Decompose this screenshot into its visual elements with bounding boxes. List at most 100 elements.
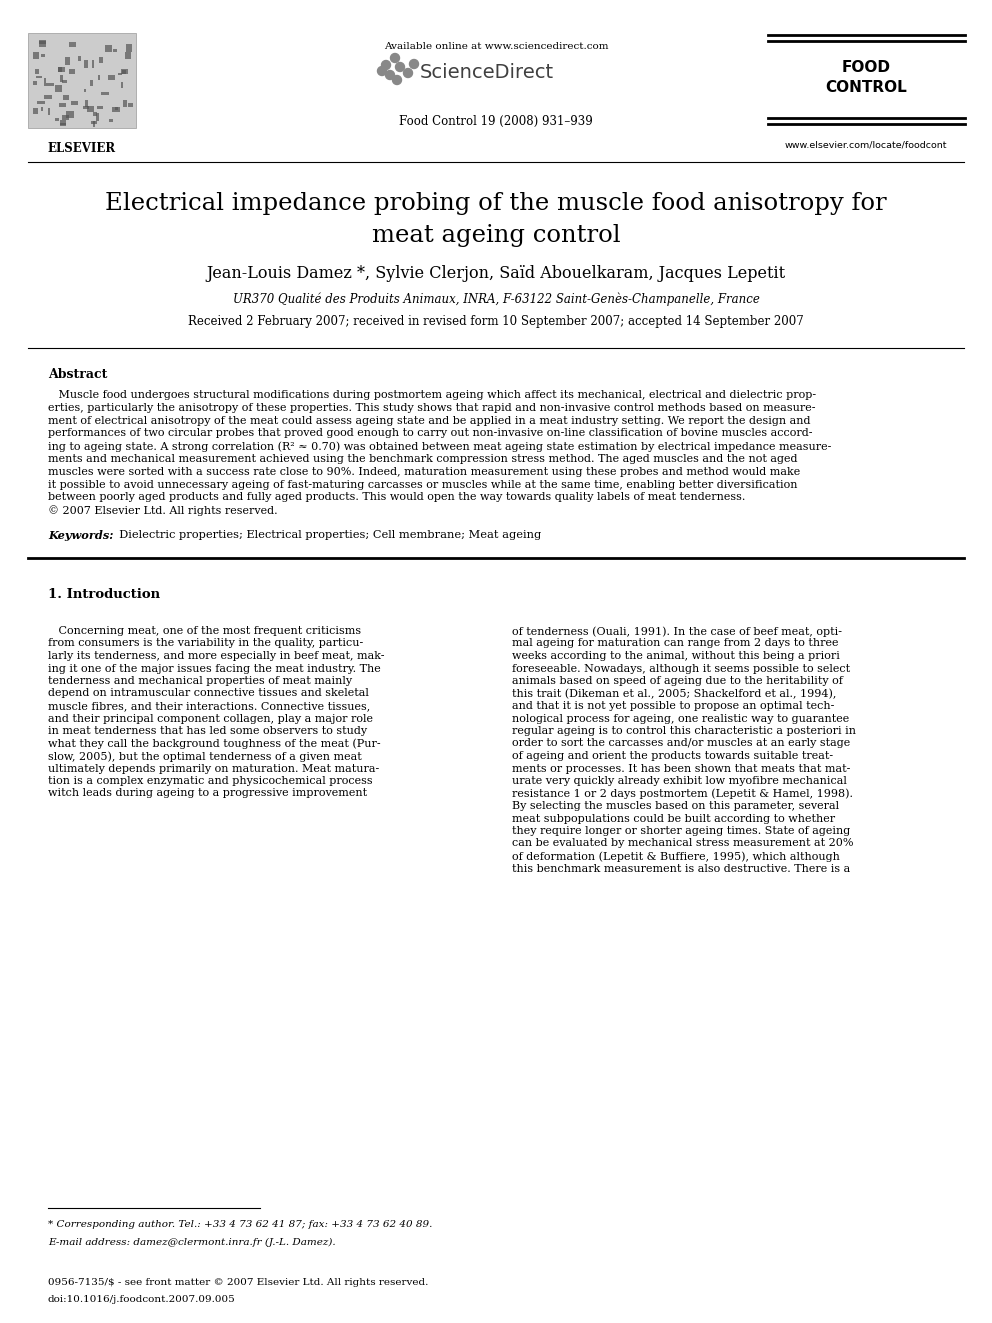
Text: muscles were sorted with a success rate close to 90%. Indeed, maturation measure: muscles were sorted with a success rate … xyxy=(48,467,801,476)
Text: www.elsevier.com/locate/foodcont: www.elsevier.com/locate/foodcont xyxy=(785,140,947,149)
Bar xyxy=(109,119,113,122)
Bar xyxy=(39,41,47,48)
Bar xyxy=(44,95,52,99)
Text: depend on intramuscular connective tissues and skeletal: depend on intramuscular connective tissu… xyxy=(48,688,369,699)
Text: and their principal component collagen, play a major role: and their principal component collagen, … xyxy=(48,713,373,724)
Text: 1. Introduction: 1. Introduction xyxy=(48,587,160,601)
Text: Keywords:: Keywords: xyxy=(48,531,113,541)
Text: of ageing and orient the products towards suitable treat-: of ageing and orient the products toward… xyxy=(512,751,833,761)
Bar xyxy=(66,111,73,118)
Bar xyxy=(40,41,46,44)
Circle shape xyxy=(382,61,391,70)
Text: this trait (Dikeman et al., 2005; Shackelford et al., 1994),: this trait (Dikeman et al., 2005; Shacke… xyxy=(512,688,836,699)
Text: meat subpopulations could be built according to whether: meat subpopulations could be built accor… xyxy=(512,814,835,823)
Bar xyxy=(41,54,45,57)
Bar xyxy=(121,82,123,87)
Bar xyxy=(47,83,55,86)
Bar xyxy=(35,69,39,74)
Bar xyxy=(61,120,66,124)
Bar xyxy=(83,106,89,108)
Text: © 2007 Elsevier Ltd. All rights reserved.: © 2007 Elsevier Ltd. All rights reserved… xyxy=(48,505,278,516)
Text: in meat tenderness that has led some observers to study: in meat tenderness that has led some obs… xyxy=(48,726,367,736)
Bar xyxy=(58,66,62,71)
Text: animals based on speed of ageing due to the heritability of: animals based on speed of ageing due to … xyxy=(512,676,843,687)
Text: from consumers is the variability in the quality, particu-: from consumers is the variability in the… xyxy=(48,639,363,648)
Bar xyxy=(97,106,103,108)
Circle shape xyxy=(396,62,405,71)
Bar xyxy=(59,103,66,107)
Bar xyxy=(118,73,122,75)
Bar xyxy=(61,123,65,126)
Text: Dielectric properties; Electrical properties; Cell membrane; Meat ageing: Dielectric properties; Electrical proper… xyxy=(112,531,542,540)
Bar xyxy=(48,107,50,115)
Circle shape xyxy=(404,69,413,78)
Bar xyxy=(58,66,64,71)
Bar xyxy=(37,101,45,105)
Bar xyxy=(63,94,69,101)
Bar xyxy=(125,52,131,60)
Circle shape xyxy=(386,70,395,79)
Text: muscle fibres, and their interactions. Connective tissues,: muscle fibres, and their interactions. C… xyxy=(48,701,370,710)
Bar xyxy=(33,81,37,85)
Text: Available online at www.sciencedirect.com: Available online at www.sciencedirect.co… xyxy=(384,42,608,52)
Bar xyxy=(55,119,59,122)
Text: it possible to avoid unnecessary ageing of fast-maturing carcasses or muscles wh: it possible to avoid unnecessary ageing … xyxy=(48,480,798,490)
Text: Concerning meat, one of the most frequent criticisms: Concerning meat, one of the most frequen… xyxy=(48,626,361,636)
Bar xyxy=(68,69,74,74)
Text: slow, 2005), but the optimal tenderness of a given meat: slow, 2005), but the optimal tenderness … xyxy=(48,751,362,762)
Bar xyxy=(62,115,68,119)
Text: of tenderness (Ouali, 1991). In the case of beef meat, opti-: of tenderness (Ouali, 1991). In the case… xyxy=(512,626,842,636)
Text: mal ageing for maturation can range from 2 days to three: mal ageing for maturation can range from… xyxy=(512,639,838,648)
Text: erties, particularly the anisotropy of these properties. This study shows that r: erties, particularly the anisotropy of t… xyxy=(48,402,815,413)
Text: E-mail address: damez@clermont.inra.fr (J.-L. Damez).: E-mail address: damez@clermont.inra.fr (… xyxy=(48,1238,335,1248)
Bar xyxy=(113,49,117,52)
Text: can be evaluated by mechanical stress measurement at 20%: can be evaluated by mechanical stress me… xyxy=(512,839,853,848)
Text: FOOD
CONTROL: FOOD CONTROL xyxy=(825,60,907,95)
Text: tion is a complex enzymatic and physicochemical process: tion is a complex enzymatic and physicoc… xyxy=(48,777,373,786)
Bar xyxy=(84,89,86,91)
Text: foreseeable. Nowadays, although it seems possible to select: foreseeable. Nowadays, although it seems… xyxy=(512,664,850,673)
Text: order to sort the carcasses and/or muscles at an early stage: order to sort the carcasses and/or muscl… xyxy=(512,738,850,749)
Bar xyxy=(99,57,102,64)
Text: ing it one of the major issues facing the meat industry. The: ing it one of the major issues facing th… xyxy=(48,664,381,673)
Text: witch leads during ageing to a progressive improvement: witch leads during ageing to a progressi… xyxy=(48,789,367,799)
Bar xyxy=(101,93,109,95)
Text: ing to ageing state. A strong correlation (R² ≈ 0.70) was obtained between meat : ing to ageing state. A strong correlatio… xyxy=(48,441,831,451)
Bar xyxy=(28,33,136,128)
Text: doi:10.1016/j.foodcont.2007.09.005: doi:10.1016/j.foodcont.2007.09.005 xyxy=(48,1295,236,1304)
Bar xyxy=(41,107,43,111)
Text: regular ageing is to control this characteristic a posteriori in: regular ageing is to control this charac… xyxy=(512,726,856,736)
Text: nological process for ageing, one realistic way to guarantee: nological process for ageing, one realis… xyxy=(512,713,849,724)
Bar xyxy=(122,70,126,74)
Bar xyxy=(64,57,70,65)
Text: this benchmark measurement is also destructive. There is a: this benchmark measurement is also destr… xyxy=(512,864,850,873)
Text: Received 2 February 2007; received in revised form 10 September 2007; accepted 1: Received 2 February 2007; received in re… xyxy=(188,315,804,328)
Bar xyxy=(36,75,42,78)
Bar xyxy=(84,61,88,69)
Text: performances of two circular probes that proved good enough to carry out non-inv: performances of two circular probes that… xyxy=(48,429,812,438)
Text: ultimately depends primarily on maturation. Meat matura-: ultimately depends primarily on maturati… xyxy=(48,763,379,774)
Text: larly its tenderness, and more especially in beef meat, mak-: larly its tenderness, and more especiall… xyxy=(48,651,385,662)
Bar xyxy=(69,41,75,48)
Text: UR370 Qualité des Produits Animaux, INRA, F-63122 Saint-Genès-Champanelle, Franc: UR370 Qualité des Produits Animaux, INRA… xyxy=(232,292,760,306)
Bar xyxy=(91,120,97,124)
Text: between poorly aged products and fully aged products. This would open the way to: between poorly aged products and fully a… xyxy=(48,492,745,503)
Text: of deformation (Lepetit & Buffiere, 1995), which although: of deformation (Lepetit & Buffiere, 1995… xyxy=(512,851,840,861)
Bar xyxy=(92,122,95,127)
Text: Muscle food undergoes structural modifications during postmortem ageing which af: Muscle food undergoes structural modific… xyxy=(48,390,816,400)
Bar xyxy=(96,114,99,120)
Bar xyxy=(77,56,80,61)
Bar xyxy=(123,101,127,107)
Text: * Corresponding author. Tel.: +33 4 73 62 41 87; fax: +33 4 73 62 40 89.: * Corresponding author. Tel.: +33 4 73 6… xyxy=(48,1220,433,1229)
Bar xyxy=(112,107,120,112)
Circle shape xyxy=(378,66,387,75)
Bar xyxy=(62,79,67,83)
Circle shape xyxy=(391,53,400,62)
Circle shape xyxy=(393,75,402,85)
Text: 0956-7135/$ - see front matter © 2007 Elsevier Ltd. All rights reserved.: 0956-7135/$ - see front matter © 2007 El… xyxy=(48,1278,429,1287)
Bar xyxy=(92,60,94,67)
Text: ments and mechanical measurement achieved using the benchmark compression stress: ments and mechanical measurement achieve… xyxy=(48,454,798,464)
Bar xyxy=(98,75,100,79)
Text: and that it is not yet possible to propose an optimal tech-: and that it is not yet possible to propo… xyxy=(512,701,834,710)
Text: ment of electrical anisotropy of the meat could assess ageing state and be appli: ment of electrical anisotropy of the mea… xyxy=(48,415,810,426)
